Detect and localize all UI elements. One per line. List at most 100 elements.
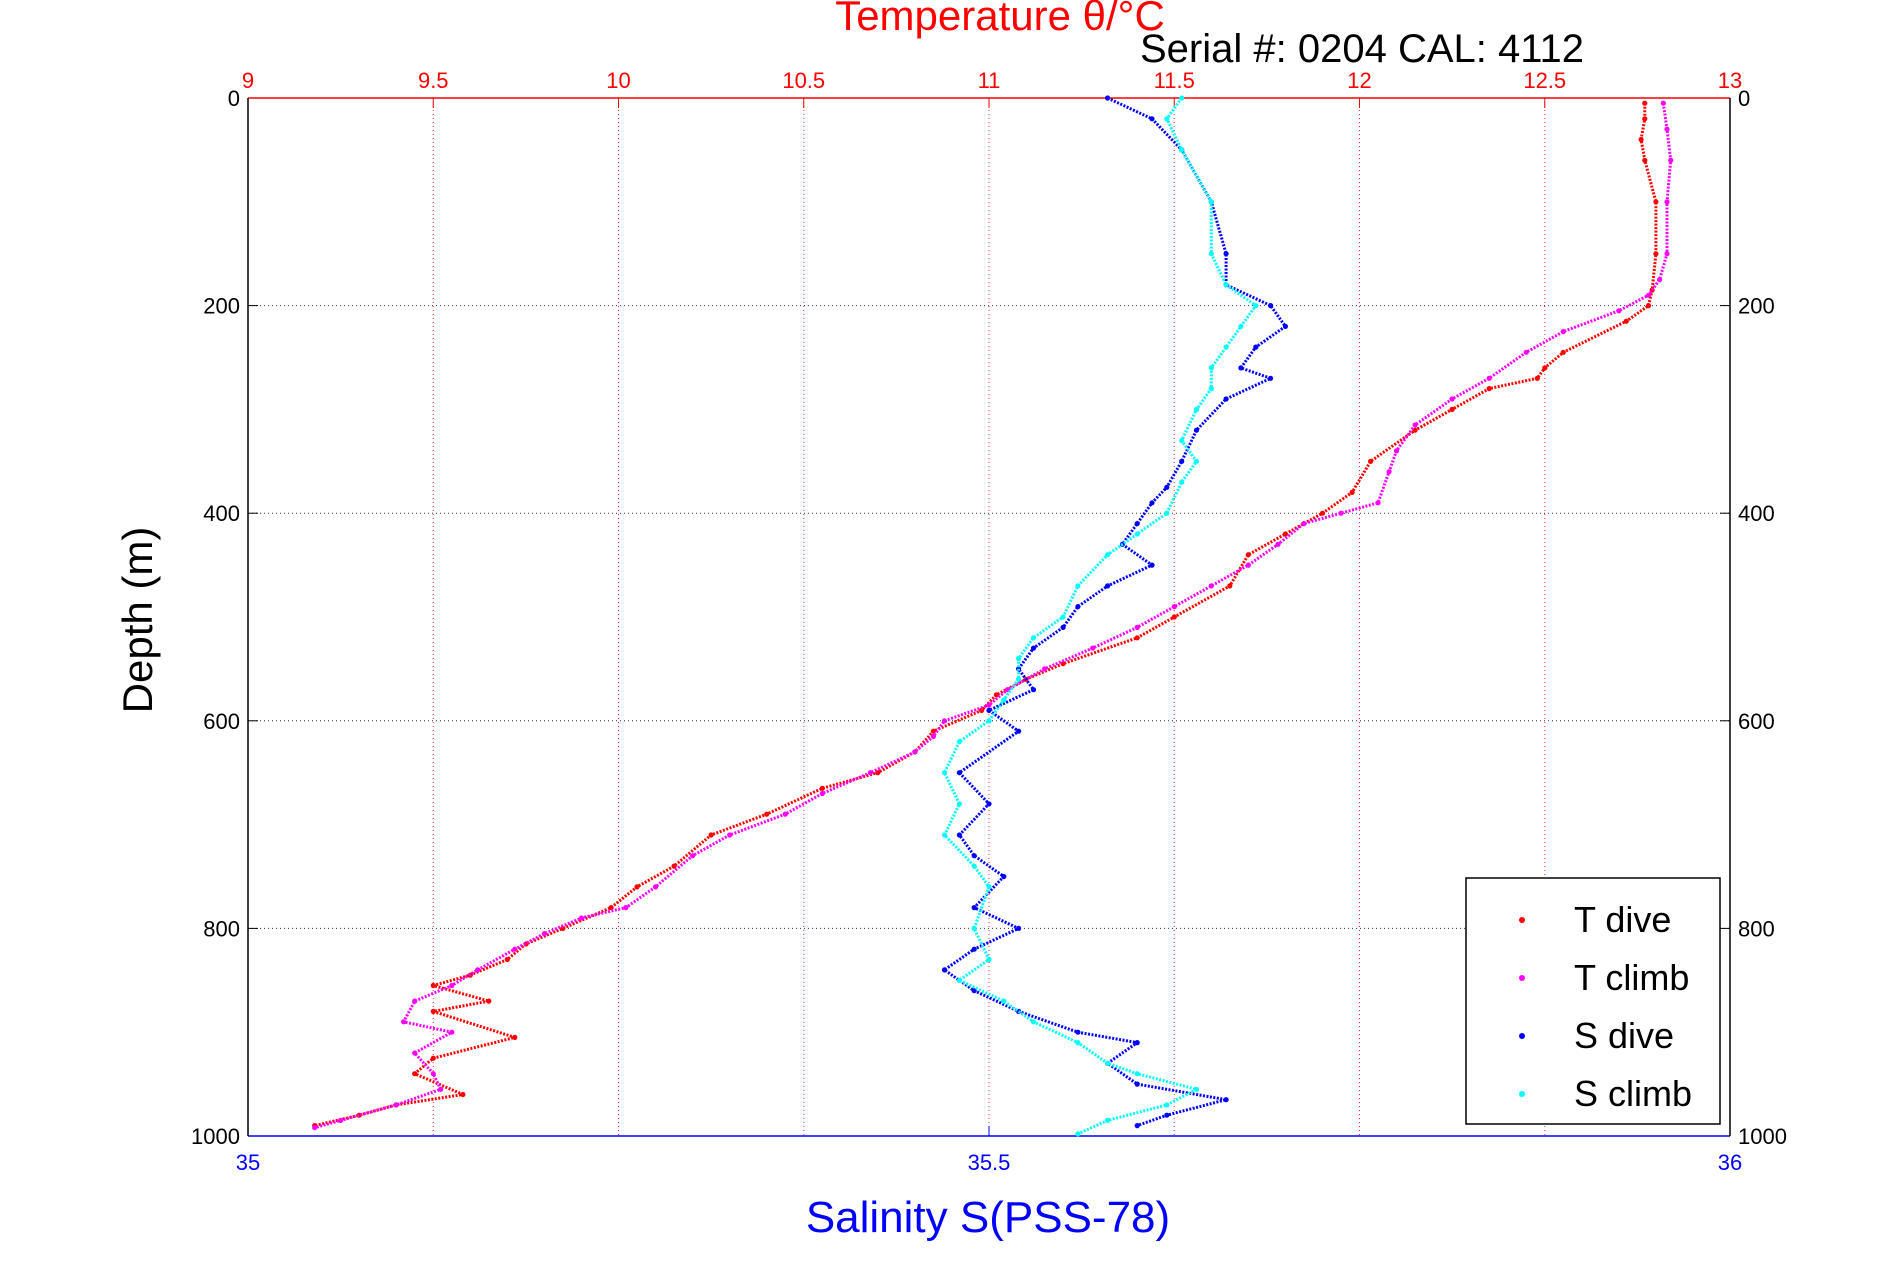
data-point	[867, 770, 874, 776]
data-point	[1193, 458, 1200, 464]
top-tick-label: 9	[242, 68, 254, 93]
data-point	[1134, 1040, 1140, 1046]
legend-marker	[1519, 917, 1525, 923]
data-point	[941, 770, 948, 776]
data-point	[1223, 251, 1229, 257]
data-point	[1664, 126, 1670, 132]
y-tick-label-left: 800	[203, 916, 240, 941]
data-point	[1486, 386, 1492, 392]
data-point	[782, 811, 788, 817]
data-point	[1164, 116, 1170, 122]
data-point	[1001, 873, 1007, 880]
data-point	[475, 967, 481, 973]
data-point	[956, 832, 963, 838]
data-layer	[312, 95, 1674, 1137]
legend-entry: S climb	[1574, 1073, 1692, 1114]
data-point	[1075, 604, 1081, 610]
data-point	[1223, 396, 1229, 402]
data-point	[1245, 562, 1251, 568]
top-tick-label: 13	[1718, 68, 1742, 93]
data-point	[1253, 303, 1259, 309]
data-point	[1623, 318, 1629, 324]
legend-marker	[1519, 1091, 1525, 1097]
data-point	[1016, 728, 1022, 734]
data-point	[1001, 998, 1007, 1004]
data-point	[1060, 661, 1066, 667]
data-point	[430, 1008, 436, 1015]
data-point	[727, 832, 733, 838]
data-point	[460, 1091, 466, 1098]
data-point	[1268, 303, 1274, 309]
data-point	[1105, 95, 1111, 101]
data-point	[1105, 583, 1111, 589]
data-point	[401, 1019, 407, 1025]
data-point	[1542, 365, 1548, 371]
y-tick-label-left: 0	[228, 86, 240, 111]
data-point	[941, 967, 948, 973]
data-point	[1386, 469, 1392, 475]
data-point	[486, 998, 492, 1004]
bottom-tick-label: 35	[236, 1150, 260, 1175]
data-point	[504, 956, 510, 963]
data-point	[412, 1050, 418, 1056]
data-point	[912, 749, 918, 755]
data-point	[956, 801, 963, 807]
top-tick-label: 12	[1347, 68, 1371, 93]
data-point	[1193, 427, 1200, 433]
data-point	[1149, 116, 1155, 122]
data-point	[1090, 645, 1096, 651]
data-point	[1238, 365, 1244, 371]
text-layer: Temperature θ/°C Serial #: 0204 CAL: 411…	[114, 0, 1584, 1242]
data-point	[1105, 1060, 1111, 1066]
series-t-dive	[312, 100, 1659, 1129]
data-point	[1134, 1081, 1140, 1087]
data-point	[1642, 116, 1648, 122]
data-point	[1393, 448, 1400, 454]
data-point	[971, 925, 977, 932]
data-point	[1449, 396, 1455, 402]
data-point	[1560, 329, 1566, 335]
data-point	[971, 946, 977, 952]
bottom-tick-label: 35.5	[968, 1150, 1011, 1175]
top-tick-label: 11	[978, 68, 1001, 93]
data-point	[930, 733, 937, 740]
data-point	[986, 801, 992, 807]
data-point	[449, 1029, 455, 1035]
data-point	[1208, 365, 1214, 371]
data-point	[1208, 583, 1214, 589]
data-point	[438, 1086, 444, 1092]
y-tick-label-right: 0	[1738, 86, 1750, 111]
data-point	[1301, 521, 1307, 527]
data-point	[1105, 552, 1111, 558]
data-point	[690, 853, 696, 859]
data-point	[708, 832, 714, 838]
data-point	[1179, 437, 1185, 444]
data-point	[1208, 199, 1214, 205]
data-point	[430, 1071, 436, 1077]
y-tick-label-left: 400	[203, 501, 240, 526]
data-point	[1016, 655, 1022, 662]
data-point	[819, 790, 825, 797]
top-tick-label: 9.5	[418, 68, 449, 93]
data-point	[1268, 375, 1274, 381]
data-point	[1319, 510, 1326, 516]
y-tick-label-right: 200	[1738, 294, 1775, 319]
data-point	[986, 707, 992, 714]
data-point	[634, 884, 640, 890]
data-point	[819, 785, 825, 791]
data-point	[1368, 458, 1374, 464]
data-point	[1338, 510, 1344, 516]
data-point	[652, 884, 659, 890]
data-point	[1616, 308, 1622, 314]
data-point	[1030, 645, 1037, 651]
data-point	[1164, 484, 1170, 490]
data-point	[1486, 375, 1492, 381]
data-point	[1149, 500, 1155, 506]
data-point	[1193, 1086, 1200, 1092]
y-tick-label-left: 200	[203, 294, 240, 319]
data-point	[1105, 1117, 1111, 1123]
data-point	[1164, 510, 1170, 516]
legend-entry: T climb	[1574, 957, 1689, 998]
data-point	[578, 915, 585, 921]
data-point	[1164, 1112, 1170, 1118]
